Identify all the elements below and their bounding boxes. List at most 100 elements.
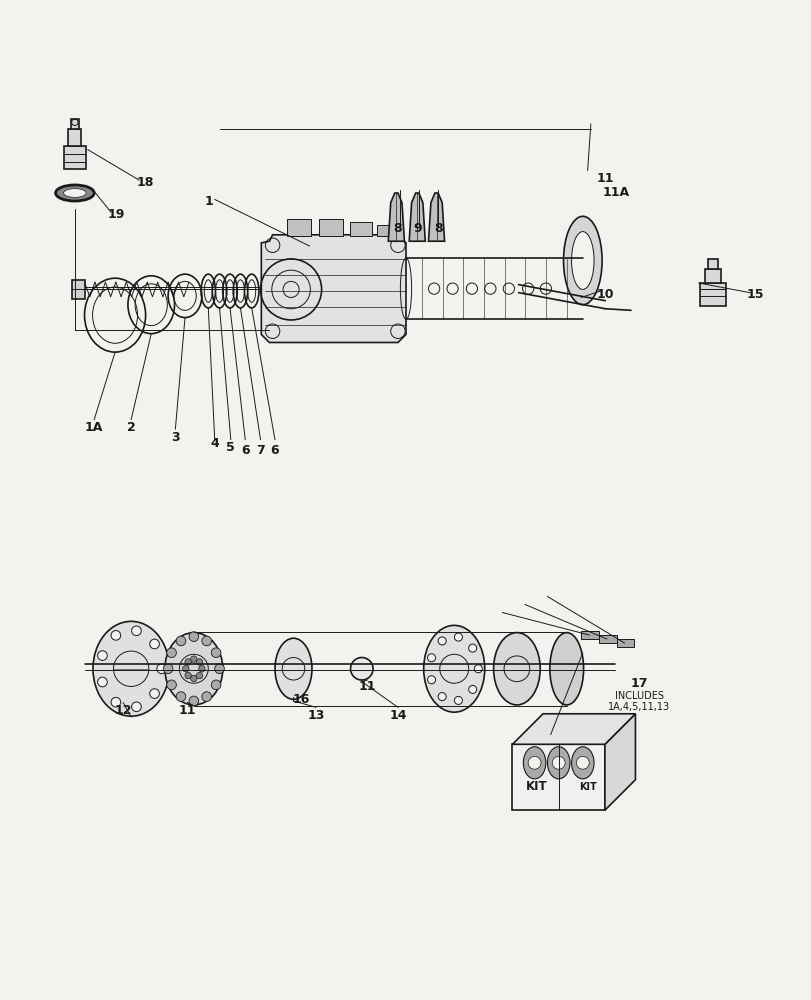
Text: 14: 14 <box>388 709 406 722</box>
Circle shape <box>97 651 107 660</box>
Text: INCLUDES: INCLUDES <box>614 691 663 701</box>
Ellipse shape <box>523 747 545 779</box>
Text: 15: 15 <box>746 288 763 301</box>
Polygon shape <box>512 744 604 810</box>
Text: 7: 7 <box>255 444 264 457</box>
Ellipse shape <box>92 621 169 716</box>
Circle shape <box>176 636 186 646</box>
Bar <box>63 146 86 169</box>
Text: 8: 8 <box>433 222 442 235</box>
Bar <box>71 280 84 299</box>
Circle shape <box>176 692 186 701</box>
Text: 8: 8 <box>393 222 401 235</box>
Polygon shape <box>512 714 635 744</box>
Circle shape <box>166 648 176 658</box>
Circle shape <box>182 666 189 672</box>
Bar <box>616 639 633 647</box>
Text: 11: 11 <box>358 680 375 693</box>
Circle shape <box>185 659 191 665</box>
Polygon shape <box>604 714 635 810</box>
Text: 6: 6 <box>270 444 279 457</box>
Text: 5: 5 <box>226 441 235 454</box>
Circle shape <box>196 672 203 679</box>
Bar <box>599 635 616 643</box>
Polygon shape <box>409 193 425 241</box>
Circle shape <box>157 664 166 674</box>
Ellipse shape <box>563 216 601 305</box>
Text: 16: 16 <box>293 693 310 706</box>
Circle shape <box>468 685 476 693</box>
Circle shape <box>163 664 173 674</box>
Text: 17: 17 <box>629 677 647 690</box>
Bar <box>707 259 717 269</box>
Circle shape <box>149 639 159 649</box>
Circle shape <box>438 637 445 645</box>
Bar <box>319 219 343 236</box>
Polygon shape <box>261 235 406 342</box>
Bar <box>350 222 371 236</box>
Circle shape <box>551 756 564 769</box>
Ellipse shape <box>165 633 222 705</box>
Text: 1A,4,5,11,13: 1A,4,5,11,13 <box>607 702 669 712</box>
Circle shape <box>527 756 540 769</box>
Circle shape <box>111 697 121 707</box>
Circle shape <box>131 702 141 712</box>
Bar <box>581 631 599 639</box>
Text: KIT: KIT <box>578 782 596 792</box>
Ellipse shape <box>547 747 569 779</box>
Ellipse shape <box>571 747 594 779</box>
Ellipse shape <box>275 638 311 699</box>
Circle shape <box>191 675 197 682</box>
Text: 12: 12 <box>114 704 131 717</box>
Circle shape <box>185 672 191 679</box>
Circle shape <box>211 680 221 690</box>
Circle shape <box>214 664 224 674</box>
Circle shape <box>189 696 199 706</box>
Circle shape <box>191 656 197 662</box>
Circle shape <box>350 658 372 680</box>
Circle shape <box>202 636 211 646</box>
Ellipse shape <box>549 633 583 705</box>
Circle shape <box>427 676 435 684</box>
Circle shape <box>576 756 589 769</box>
Circle shape <box>202 692 211 701</box>
Ellipse shape <box>493 633 539 705</box>
Bar <box>68 129 81 146</box>
Circle shape <box>196 659 203 665</box>
Circle shape <box>211 648 221 658</box>
Circle shape <box>131 626 141 636</box>
Bar <box>704 269 720 283</box>
Circle shape <box>427 654 435 662</box>
Text: 2: 2 <box>127 421 135 434</box>
Text: 11: 11 <box>596 172 613 185</box>
Circle shape <box>199 666 205 672</box>
Bar <box>287 219 311 236</box>
Circle shape <box>189 632 199 641</box>
Text: 18: 18 <box>136 176 153 189</box>
Polygon shape <box>428 193 444 241</box>
Circle shape <box>97 677 107 687</box>
Polygon shape <box>388 193 404 241</box>
Text: 1: 1 <box>204 195 213 208</box>
Text: 13: 13 <box>307 709 324 722</box>
Circle shape <box>474 665 482 673</box>
Text: 11A: 11A <box>603 186 629 199</box>
Text: 1A: 1A <box>85 421 103 434</box>
Ellipse shape <box>55 185 94 201</box>
Bar <box>71 119 79 129</box>
Text: KIT: KIT <box>525 780 547 793</box>
Ellipse shape <box>63 189 86 197</box>
Text: 19: 19 <box>108 208 125 221</box>
Ellipse shape <box>571 232 594 289</box>
Bar <box>376 225 393 236</box>
Text: 10: 10 <box>596 288 613 301</box>
Text: 6: 6 <box>241 444 249 457</box>
Circle shape <box>454 633 461 641</box>
Text: 11: 11 <box>178 704 196 717</box>
Ellipse shape <box>423 625 484 712</box>
Circle shape <box>454 696 461 704</box>
Circle shape <box>111 631 121 640</box>
Text: 9: 9 <box>414 222 422 235</box>
Circle shape <box>166 680 176 690</box>
Text: 4: 4 <box>210 437 219 450</box>
